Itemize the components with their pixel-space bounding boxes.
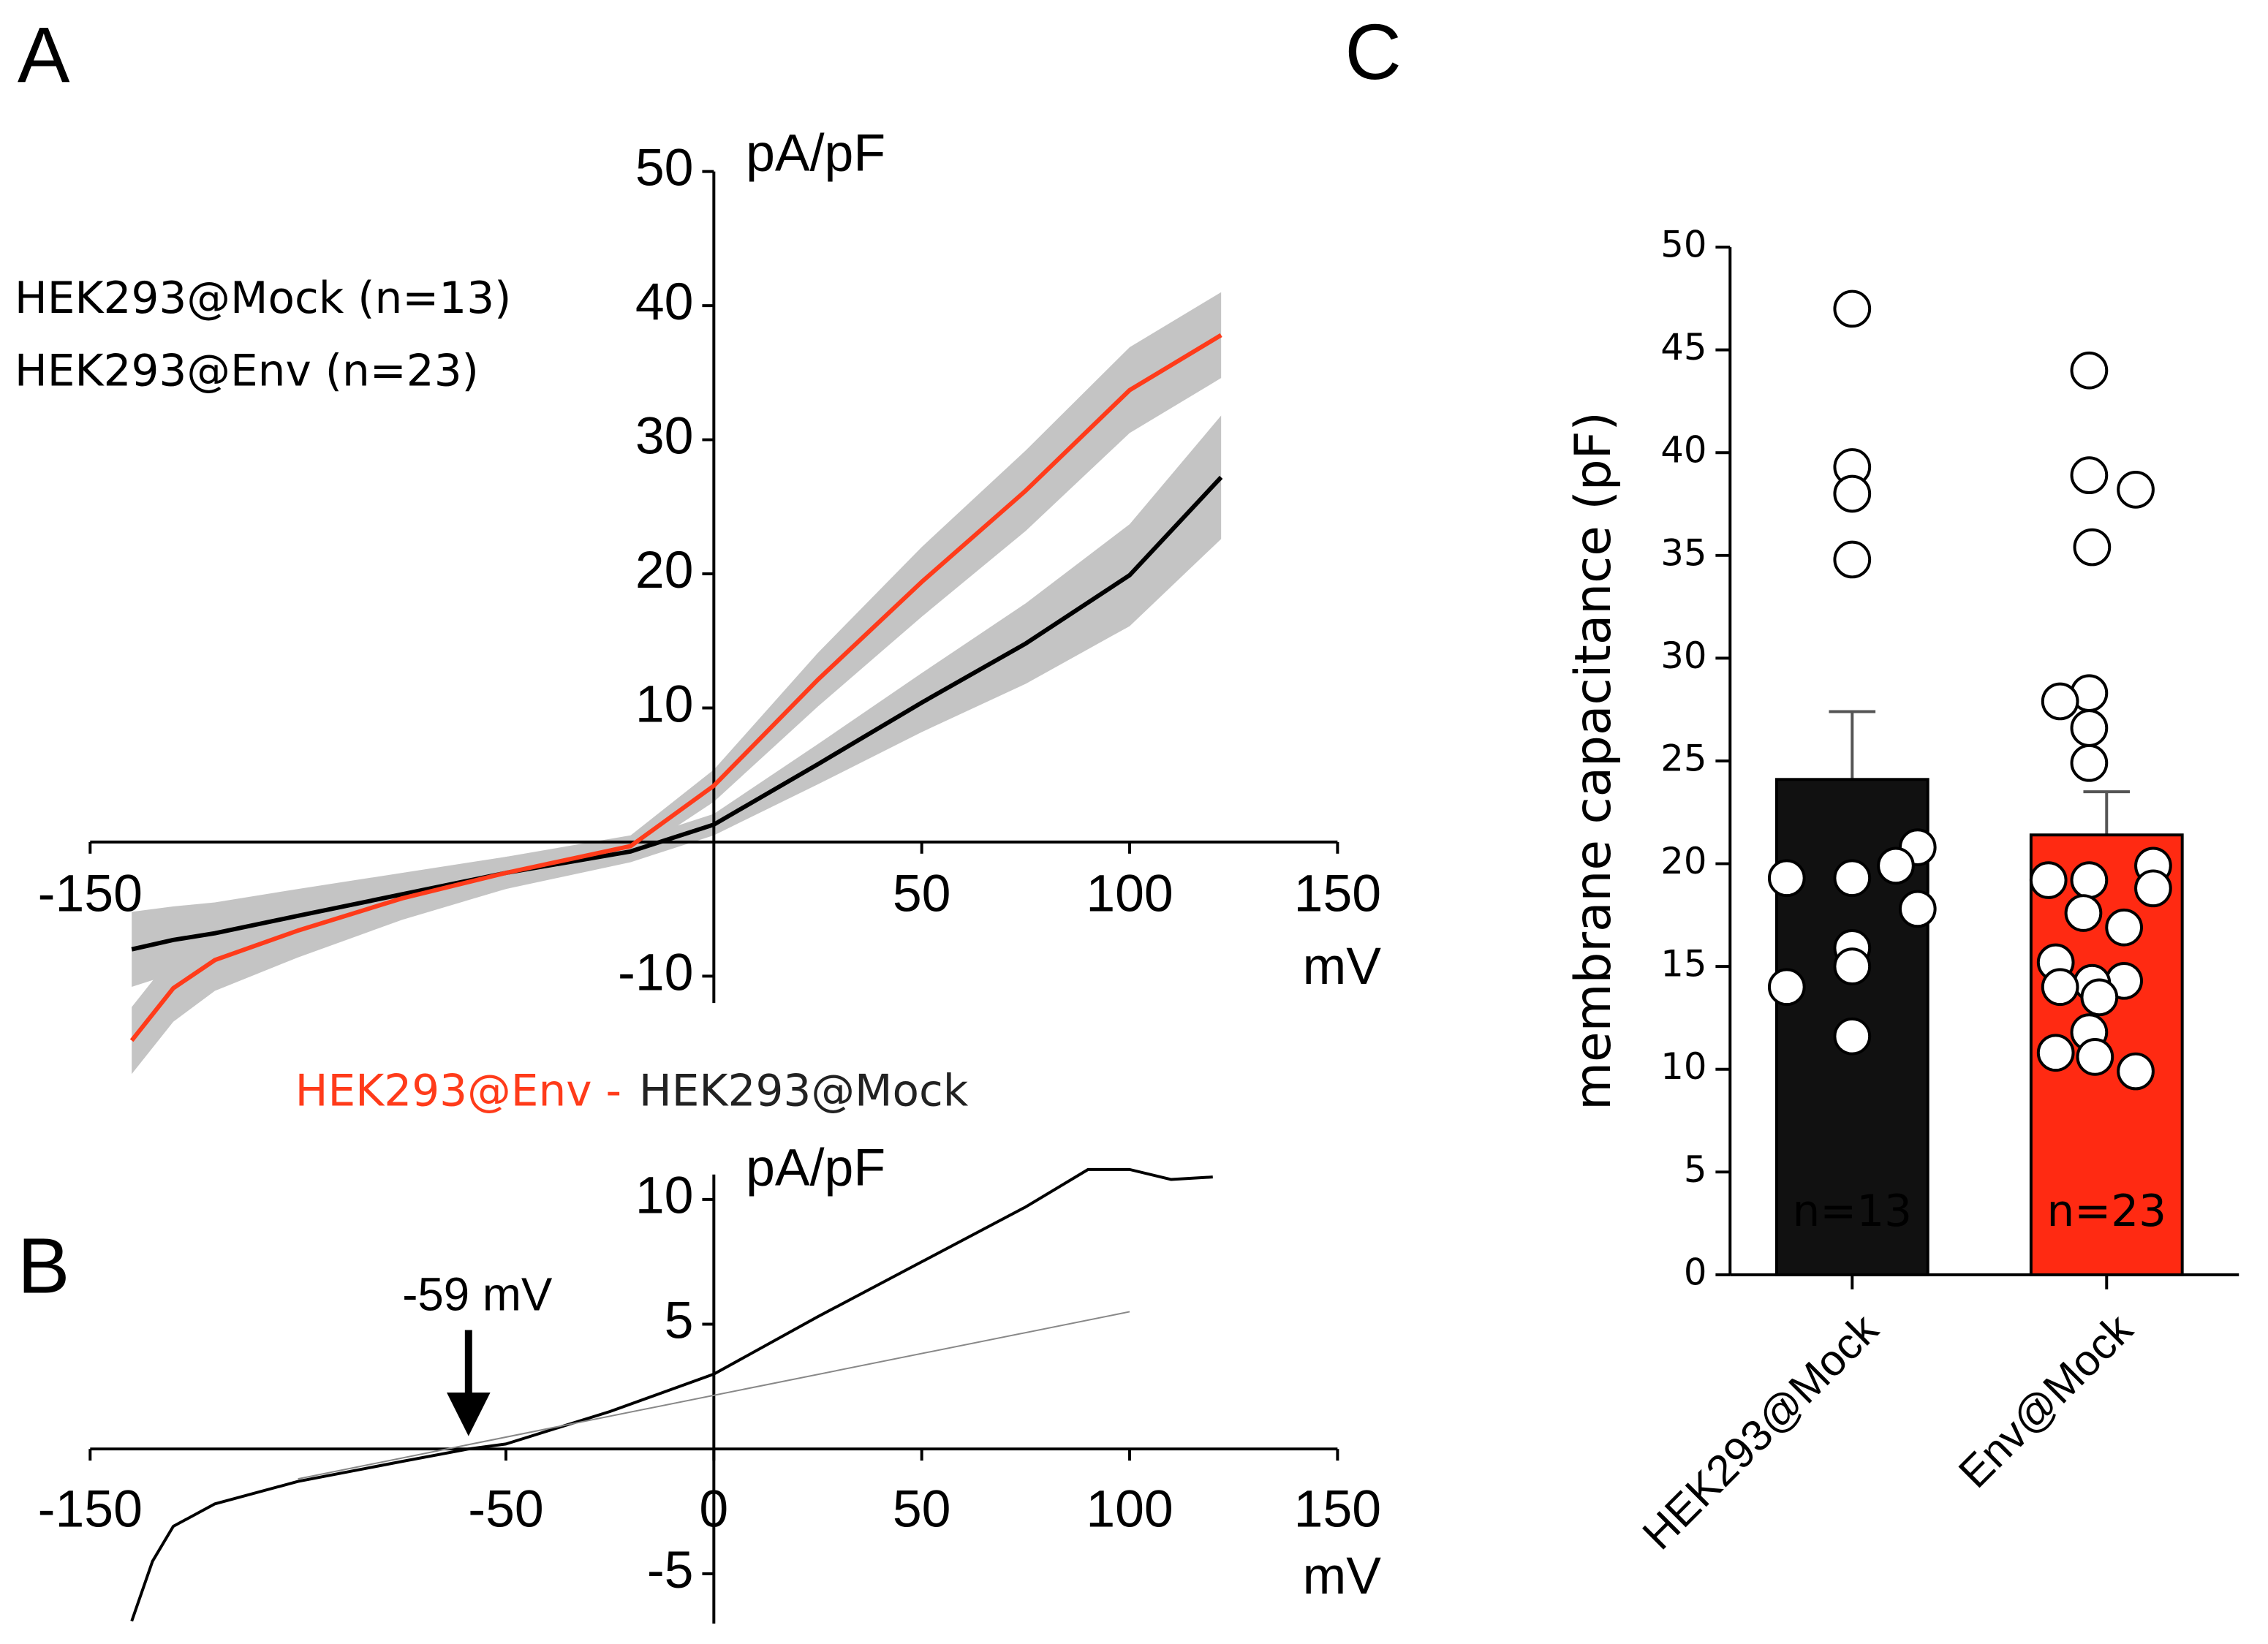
x-tick-label: -50 [468,1480,543,1539]
panel-letter: B [18,1221,70,1309]
y-axis-label: pA/pF [746,124,885,183]
data-point [2070,743,2109,782]
data-point [1767,859,1806,898]
data-point [2041,968,2079,1007]
data-point [2070,709,2109,747]
x-tick-label: 50 [893,864,951,923]
data-point [2105,908,2143,947]
line [131,475,1223,952]
data-point [2070,861,2109,899]
x-tick-label: HEK293@Mock [1633,1304,1887,1558]
data-point [1767,968,1806,1007]
data-point [1833,947,1872,986]
legend-label: HEK293@Env (n=23) [15,346,479,397]
data-point [2036,1034,2075,1072]
x-tick-label: 150 [1294,1480,1381,1539]
y-tick-label: 30 [635,406,694,465]
y-tick-label: 30 [1660,635,1706,677]
x-tick-label: Env@Mock [1949,1304,2142,1497]
x-tick-label: 150 [1294,864,1381,923]
data-point [2070,456,2109,495]
data-point [2070,351,2109,390]
data-point [1833,540,1872,579]
line [130,1167,1213,1622]
data-point [2041,682,2079,721]
data-point [1877,846,1915,885]
subtitle: HEK293@Env - HEK293@Mock [295,1066,969,1116]
panel-letter: C [1345,8,1402,96]
y-tick-label: 25 [1660,737,1706,779]
data-point [2080,978,2119,1017]
x-tick-label: -150 [38,864,143,923]
legend-label: HEK293@Mock (n=13) [15,273,512,324]
data-point [2029,861,2068,899]
bar-label: n=13 [1792,1186,1912,1237]
y-tick-label: 35 [1660,531,1706,574]
y-tick-label: 0 [1684,1251,1707,1293]
data-point [2117,1052,2155,1091]
x-axis-label: mV [1303,937,1382,996]
y-tick-label: 15 [1660,943,1706,985]
subtitle-part: HEK293@Env - [295,1066,621,1116]
bar-label: n=23 [2046,1186,2166,1237]
data-point [2134,869,2172,908]
data-point [1833,859,1872,898]
error-band [132,292,1222,1075]
x-tick-label: 100 [1086,864,1173,923]
y-axis-label: membrane capacitance (pF) [1564,412,1622,1110]
x-tick-label: 50 [893,1480,951,1539]
data-point [1833,289,1872,328]
y-tick-label: 50 [1660,224,1706,266]
data-point [2076,1038,2114,1076]
y-tick-label: 20 [1660,840,1706,882]
x-tick-label: 100 [1086,1480,1173,1539]
y-tick-label: 50 [635,139,694,197]
data-point [2064,894,2103,932]
y-tick-label: 10 [635,1167,694,1225]
x-tick-label: 0 [699,1480,728,1539]
data-point [1833,474,1872,513]
x-tick-label: -150 [38,1480,143,1539]
y-tick-label: -10 [618,943,693,1001]
y-axis-label: pA/pF [746,1139,885,1197]
y-tick-label: 45 [1660,326,1706,368]
data-point [2073,528,2112,567]
data-point [1898,890,1937,928]
y-tick-label: 40 [1660,429,1706,471]
y-tick-label: 40 [635,273,694,331]
y-tick-label: 5 [1684,1148,1707,1191]
subtitle-part: HEK293@Mock [639,1066,969,1116]
annotation: -59 mV [402,1269,553,1321]
y-tick-label: -5 [647,1541,694,1599]
data-point [1833,1017,1872,1056]
line [298,1311,1130,1480]
y-tick-label: 10 [1660,1045,1706,1088]
panel-letter: A [18,11,70,99]
y-tick-label: 5 [665,1291,694,1349]
y-tick-label: 20 [635,541,694,599]
arrow-head [446,1392,491,1436]
x-axis-label: mV [1303,1547,1382,1605]
line [129,333,1222,1042]
data-point [2117,470,2155,509]
y-tick-label: 10 [635,675,694,733]
